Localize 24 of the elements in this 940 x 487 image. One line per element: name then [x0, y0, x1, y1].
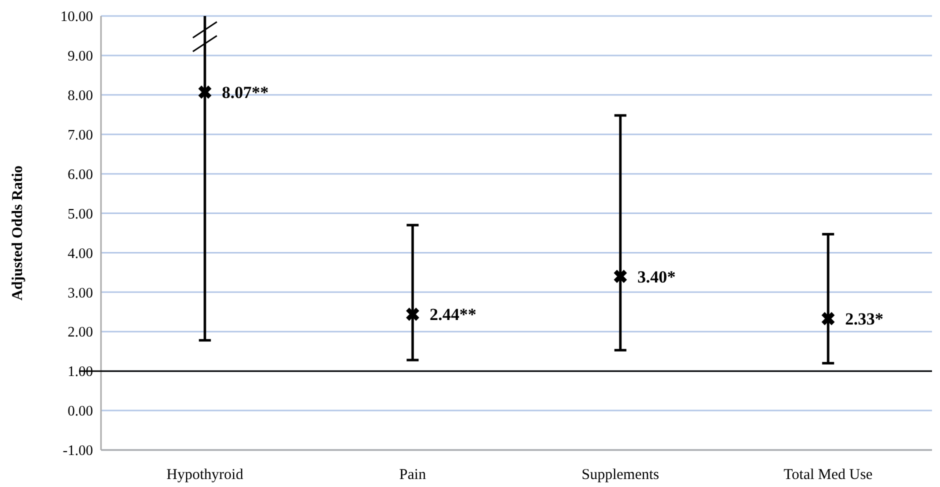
- x-tick-label: Pain: [399, 467, 426, 483]
- data-label: 2.44**: [430, 305, 476, 324]
- y-tick-label: 4.00: [68, 246, 93, 262]
- point: [613, 269, 628, 284]
- y-tick-label: -1.00: [62, 443, 93, 460]
- data-label: 2.33*: [845, 310, 884, 329]
- y-axis-title: Adjusted Odds Ratio: [10, 165, 26, 301]
- y-tick-label: 0.00: [68, 404, 93, 420]
- y-tick-label: 9.00: [68, 48, 93, 65]
- y-tick-label: 5.00: [68, 206, 93, 222]
- y-tick-label: 10.00: [60, 9, 93, 26]
- y-tick-label: 2.00: [68, 324, 93, 341]
- x-tick-label: Supplements: [582, 467, 660, 483]
- y-tick-label: 8.00: [68, 88, 93, 104]
- point: [198, 84, 212, 100]
- data-label: 3.40*: [637, 267, 676, 286]
- point: [820, 311, 836, 326]
- data-label: 8.07**: [222, 83, 269, 102]
- y-tick-label: 6.00: [68, 166, 93, 183]
- x-tick-label: Total Med Use: [784, 467, 873, 483]
- x-tick-label: Hypothyroid: [166, 467, 244, 483]
- y-tick-label: 3.00: [68, 285, 93, 302]
- y-tick-label: 7.00: [68, 127, 93, 144]
- point: [405, 307, 420, 322]
